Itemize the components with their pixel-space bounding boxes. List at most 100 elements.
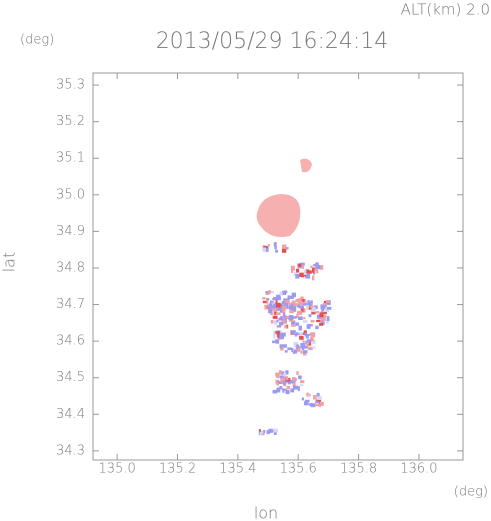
echo-speck xyxy=(268,290,271,294)
y-tick-label: 34.8 xyxy=(56,260,85,275)
echo-speck xyxy=(301,299,306,303)
echo-speck xyxy=(278,370,282,375)
echo-speck xyxy=(298,332,304,335)
echo-speck xyxy=(306,339,309,343)
echo-speck xyxy=(296,344,300,349)
echo-speck xyxy=(285,370,289,375)
echo-speck xyxy=(315,266,321,270)
echo-speck xyxy=(291,330,296,334)
echo-speck xyxy=(281,301,285,305)
echo-speck xyxy=(290,388,295,393)
echo-speck xyxy=(290,302,294,305)
echo-speck xyxy=(294,334,298,337)
echo-speck xyxy=(272,315,278,319)
x-tick-label: 135.6 xyxy=(280,462,317,477)
echo-speck xyxy=(276,294,281,298)
echo-speck xyxy=(267,244,270,247)
y-axis-label: lat xyxy=(0,252,19,273)
echo-speck xyxy=(295,274,300,279)
echo-speck xyxy=(297,304,301,308)
echo-speck xyxy=(270,300,273,306)
echo-speck xyxy=(322,303,327,306)
echo-speck xyxy=(310,265,313,268)
echo-speck xyxy=(300,342,304,346)
echo-speck xyxy=(309,346,313,350)
echo-speck xyxy=(273,307,278,313)
echo-speck xyxy=(308,324,313,327)
echo-speck xyxy=(287,295,290,301)
echo-speck xyxy=(305,336,309,339)
echo-speck xyxy=(273,330,278,334)
plot-frame xyxy=(92,72,464,461)
echo-area xyxy=(256,158,332,436)
echo-speck xyxy=(278,321,284,326)
echo-speck xyxy=(271,306,276,311)
echo-speck xyxy=(310,300,313,304)
echo-speck xyxy=(273,242,277,247)
echo-speck xyxy=(299,272,304,277)
echo-speck xyxy=(303,350,308,354)
echo-speck xyxy=(276,374,279,379)
echo-speck xyxy=(268,303,273,308)
echo-speck xyxy=(306,304,309,310)
echo-speck xyxy=(291,306,297,312)
echo-speck xyxy=(262,433,265,436)
echo-speck xyxy=(283,383,287,387)
echo-speck xyxy=(269,291,274,294)
echo-speck xyxy=(303,270,307,276)
echo-speck xyxy=(316,319,321,323)
echo-speck xyxy=(302,340,305,343)
echo-speck xyxy=(293,385,298,390)
echo-speck xyxy=(296,346,301,352)
echo-speck xyxy=(291,292,297,298)
echo-speck xyxy=(282,373,287,377)
echo-speck xyxy=(324,307,329,313)
echo-speck xyxy=(326,316,330,322)
echo-speck xyxy=(315,325,319,330)
echo-speck xyxy=(311,339,316,344)
echo-speck xyxy=(275,249,278,253)
echo-speck xyxy=(300,350,303,354)
echo-speck xyxy=(279,334,284,340)
echo-speck xyxy=(297,298,302,303)
echo-speck xyxy=(295,299,299,302)
echo-speck xyxy=(276,382,279,386)
echo-speck xyxy=(275,300,278,304)
echo-speck xyxy=(320,304,325,310)
echo-speck xyxy=(300,308,305,313)
echo-speck xyxy=(283,380,287,384)
echo-speck xyxy=(299,336,304,340)
echo-speck xyxy=(279,309,284,313)
echo-speck xyxy=(277,380,282,384)
echo-speck xyxy=(298,375,302,380)
echo-speck xyxy=(274,245,277,250)
y-tick-label: 34.7 xyxy=(56,297,85,312)
echo-speck xyxy=(266,298,270,301)
echo-blob xyxy=(256,194,301,237)
echo-speck xyxy=(273,334,276,339)
echo-speck xyxy=(285,300,290,303)
echo-speck xyxy=(300,343,305,348)
echo-speck xyxy=(282,377,286,383)
echo-speck xyxy=(321,308,325,312)
echo-speck xyxy=(288,302,291,305)
x-tick-label: 136.0 xyxy=(400,462,437,477)
echo-speck xyxy=(308,393,311,397)
echo-speck xyxy=(298,316,303,321)
echo-speck xyxy=(282,388,285,393)
x-tick-label: 135.8 xyxy=(340,462,377,477)
y-tick-label: 34.5 xyxy=(56,370,85,385)
echo-speck xyxy=(318,403,322,407)
echo-speck xyxy=(311,307,315,313)
echo-speck xyxy=(310,332,316,338)
echo-speck xyxy=(286,247,289,250)
echo-speck xyxy=(281,305,287,310)
echo-speck xyxy=(297,300,302,305)
echo-speck xyxy=(291,323,296,327)
echo-speck xyxy=(292,382,296,388)
echo-speck xyxy=(304,303,309,306)
echo-speck xyxy=(306,341,309,347)
echo-speck xyxy=(313,394,317,400)
echo-speck xyxy=(304,300,307,304)
echo-speck xyxy=(293,302,298,307)
